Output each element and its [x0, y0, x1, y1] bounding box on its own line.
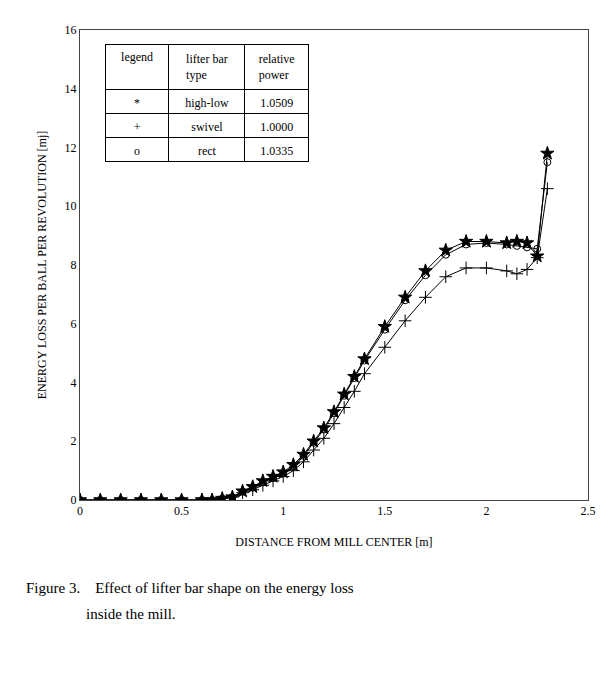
svg-text:0: 0 [71, 493, 77, 507]
svg-text:DISTANCE FROM MILL CENTER [m]: DISTANCE FROM MILL CENTER [m] [235, 535, 432, 549]
svg-text:swivel: swivel [191, 120, 223, 134]
svg-text:14: 14 [65, 82, 77, 96]
svg-text:1.0000: 1.0000 [260, 120, 293, 134]
svg-text:legend: legend [121, 50, 153, 64]
svg-text:high-low: high-low [185, 96, 229, 110]
svg-text:2: 2 [483, 504, 489, 518]
svg-text:*: * [134, 96, 140, 110]
svg-text:0: 0 [77, 504, 83, 518]
svg-text:1: 1 [280, 504, 286, 518]
svg-text:2.5: 2.5 [581, 504, 596, 518]
svg-text:relativepower: relativepower [259, 52, 295, 82]
svg-text:Figure 3. Effect of lifter: Figure 3. Effect of lifter bar shape on … [26, 580, 354, 596]
svg-text:2: 2 [71, 434, 77, 448]
svg-text:+: + [134, 120, 141, 134]
svg-text:6: 6 [71, 317, 77, 331]
svg-text:0.5: 0.5 [174, 504, 189, 518]
svg-text:1.0335: 1.0335 [260, 144, 293, 158]
svg-text:1.0509: 1.0509 [260, 96, 293, 110]
svg-text:1.5: 1.5 [377, 504, 392, 518]
svg-text:lifter bartype: lifter bartype [186, 52, 228, 82]
svg-text:4: 4 [71, 376, 77, 390]
svg-text:o: o [134, 144, 140, 158]
svg-text:10: 10 [65, 199, 77, 213]
svg-text:8: 8 [71, 258, 77, 272]
svg-text:12: 12 [65, 141, 77, 155]
svg-text:16: 16 [65, 23, 77, 37]
svg-text:inside the mill.: inside the mill. [26, 606, 176, 622]
svg-text:ENERGY LOSS PER BALL PER REVOL: ENERGY LOSS PER BALL PER REVOLUTION [mj] [35, 131, 49, 399]
svg-text:rect: rect [198, 144, 217, 158]
